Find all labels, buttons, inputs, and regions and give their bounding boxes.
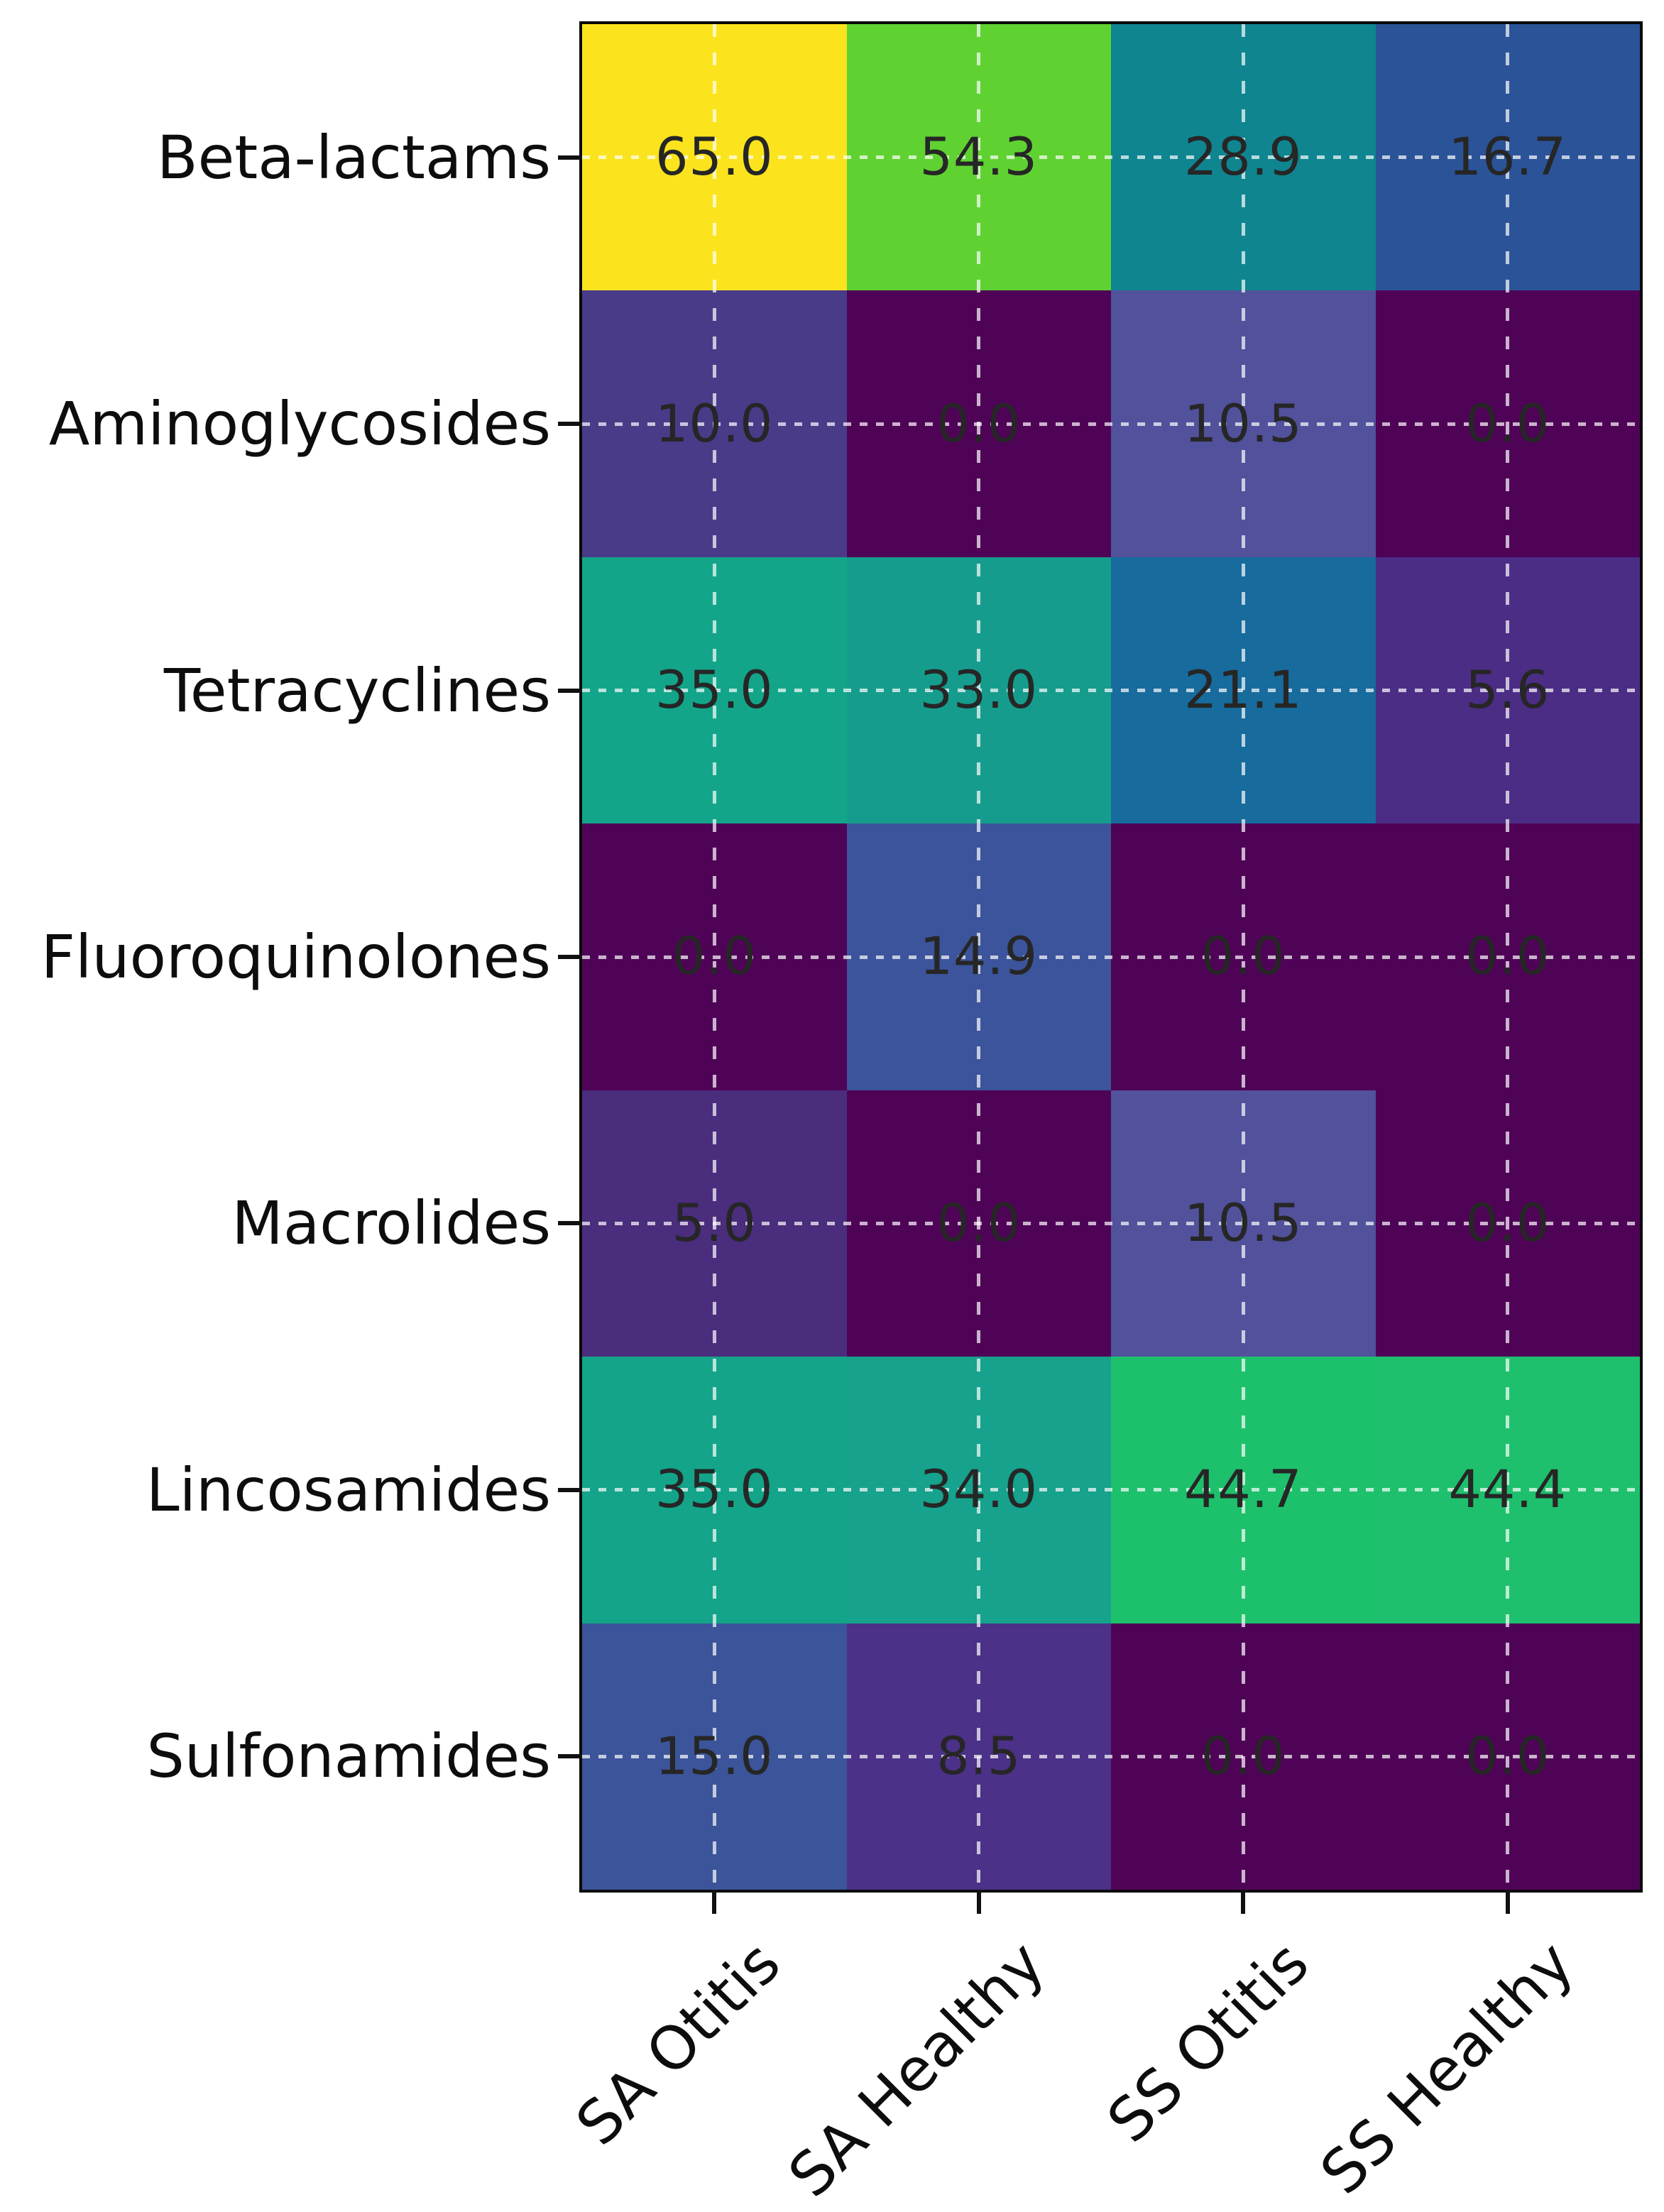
cell-value: 44.7: [1183, 1460, 1303, 1521]
y-tick-mark: [558, 422, 582, 427]
heatmap-cell: 5.0: [582, 1090, 847, 1357]
cell-value: 0.0: [1465, 1726, 1550, 1787]
y-tick-mark: [558, 955, 582, 959]
cell-value: 28.9: [1183, 127, 1303, 188]
heatmap-cell: 54.3: [846, 24, 1111, 291]
heatmap-cell: 0.0: [1111, 1623, 1376, 1890]
cell-value: 0.0: [1200, 1726, 1286, 1787]
cell-value: 0.0: [672, 926, 757, 987]
heatmap-cell: 5.6: [1375, 557, 1640, 824]
x-tick-label: SS Otitis: [1094, 1928, 1323, 2156]
y-tick-label: Fluoroquinolones: [40, 922, 551, 992]
heatmap-cell: 0.0: [1375, 1090, 1640, 1357]
y-tick-mark: [558, 1487, 582, 1492]
heatmap-cell: 35.0: [582, 1357, 847, 1624]
heatmap-cell: 35.0: [582, 557, 847, 824]
heatmap-cell: 15.0: [582, 1623, 847, 1890]
cell-value: 44.4: [1448, 1460, 1567, 1521]
cell-value: 54.3: [919, 127, 1039, 188]
heatmap-cell: 65.0: [582, 24, 847, 291]
cell-value: 0.0: [1465, 926, 1550, 987]
cell-value: 0.0: [1465, 393, 1550, 454]
cell-value: 65.0: [655, 127, 774, 188]
heatmap-cell: 0.0: [1375, 823, 1640, 1090]
heatmap-cell: 0.0: [1375, 1623, 1640, 1890]
heatmap-cell: 8.5: [846, 1623, 1111, 1890]
cell-value: 14.9: [919, 926, 1039, 987]
heatmap-cell: 10.0: [582, 290, 847, 557]
heatmap-cell: 0.0: [582, 823, 847, 1090]
heatmap-cell: 44.4: [1375, 1357, 1640, 1624]
cell-value: 8.5: [936, 1726, 1022, 1787]
y-tick-mark: [558, 155, 582, 160]
x-tick-mark: [976, 1890, 981, 1914]
heatmap-cell: 10.5: [1111, 290, 1376, 557]
heatmap-cell: 33.0: [846, 557, 1111, 824]
cell-value: 33.0: [919, 660, 1039, 721]
cell-value: 0.0: [936, 393, 1022, 454]
heatmap-cell: 44.7: [1111, 1357, 1376, 1624]
heatmap-cell: 21.1: [1111, 557, 1376, 824]
x-tick-label: SS Healthy: [1307, 1928, 1587, 2208]
cell-value: 5.0: [672, 1193, 757, 1254]
heatmap-cell: 14.9: [846, 823, 1111, 1090]
y-tick-label: Sulfonamides: [146, 1721, 551, 1792]
cell-value: 10.0: [655, 393, 774, 454]
cell-value: 0.0: [1465, 1193, 1550, 1254]
cell-value: 0.0: [936, 1193, 1022, 1254]
cell-value: 21.1: [1183, 660, 1303, 721]
cell-value: 34.0: [919, 1460, 1039, 1521]
cell-value: 35.0: [655, 1460, 774, 1521]
heatmap-cell: 28.9: [1111, 24, 1376, 291]
y-tick-mark: [558, 1221, 582, 1226]
y-tick-label: Macrolides: [231, 1188, 551, 1259]
heatmap-cell: 0.0: [846, 290, 1111, 557]
heatmap-cell: 0.0: [1111, 823, 1376, 1090]
cell-value: 5.6: [1465, 660, 1550, 721]
cell-value: 10.5: [1183, 1193, 1303, 1254]
y-tick-label: Aminoglycosides: [48, 389, 551, 459]
cell-value: 15.0: [655, 1726, 774, 1787]
heatmap-cell: 10.5: [1111, 1090, 1376, 1357]
heatmap-cell: 16.7: [1375, 24, 1640, 291]
heatmap-cell: 34.0: [846, 1357, 1111, 1624]
x-tick-label: SA Healthy: [775, 1928, 1058, 2211]
cell-value: 0.0: [1200, 926, 1286, 987]
cell-value: 35.0: [655, 660, 774, 721]
y-tick-label: Beta-lactams: [156, 122, 551, 192]
heatmap-cell: 0.0: [1375, 290, 1640, 557]
y-tick-mark: [558, 688, 582, 693]
x-tick-label: SA Otitis: [562, 1928, 794, 2159]
heatmap-cell: 0.0: [846, 1090, 1111, 1357]
y-tick-label: Tetracyclines: [163, 655, 551, 726]
y-tick-label: Lincosamides: [146, 1455, 551, 1525]
x-tick-mark: [1505, 1890, 1510, 1914]
heatmap-plot: 65.0 54.3 28.9 16.7 10.0 0.0 10.5 0.0 35.0 33.0 21…: [579, 21, 1643, 1893]
x-tick-mark: [1241, 1890, 1246, 1914]
x-tick-mark: [712, 1890, 717, 1914]
cell-value: 10.5: [1183, 393, 1303, 454]
y-tick-mark: [558, 1754, 582, 1759]
cell-value: 16.7: [1448, 127, 1567, 188]
